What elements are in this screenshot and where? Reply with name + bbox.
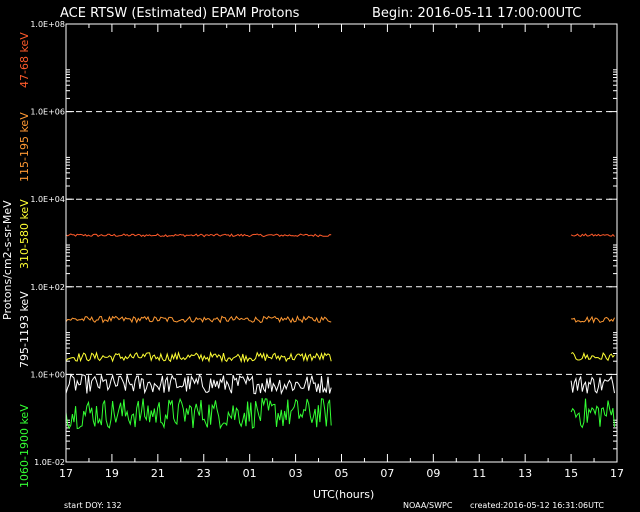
x-tick-label: 21 <box>151 467 165 480</box>
x-tick-label: 17 <box>610 467 624 480</box>
x-axis-label: UTC(hours) <box>313 488 374 501</box>
dashed-gridlines <box>66 111 617 375</box>
x-tick-label: 03 <box>289 467 303 480</box>
chart-title: ACE RTSW (Estimated) EPAM Protons <box>60 6 300 21</box>
series-line <box>65 373 332 396</box>
series-line <box>570 233 615 237</box>
y-tick-label: 1.0E+00 <box>30 370 65 379</box>
series-line <box>570 398 615 429</box>
y-axis-label: Protons/cm2-s-sr-MeV <box>1 200 14 320</box>
series-line <box>65 314 332 324</box>
series-line <box>570 351 615 362</box>
x-tick-label: 17 <box>59 467 73 480</box>
x-tick-label: 07 <box>380 467 394 480</box>
legend-entry: 115-195 keV <box>18 112 31 182</box>
x-tick-label: 15 <box>564 467 578 480</box>
series-line <box>65 233 332 238</box>
legend-entry: 47-68 keV <box>18 32 31 88</box>
x-tick-label: 11 <box>472 467 486 480</box>
energy-legend: 47-68 keV 115-195 keV 310-580 keV 795-1193 … <box>18 32 31 488</box>
plot-frame <box>65 23 618 463</box>
x-tick-labels: 17 19 21 23 01 03 05 07 09 11 13 15 17 <box>59 24 624 480</box>
x-tick-label: 23 <box>197 467 211 480</box>
legend-entry: 310-580 keV <box>18 199 31 269</box>
series-line <box>65 397 332 430</box>
legend-entry: 795-1193 keV <box>18 291 31 368</box>
source-label: NOAA/SWPC <box>403 501 453 510</box>
y-tick-label: 1.0E+08 <box>30 20 65 29</box>
chart-begin-time: Begin: 2016-05-11 17:00:00UTC <box>372 6 581 21</box>
series-line <box>571 315 615 324</box>
series-lines <box>65 233 615 430</box>
start-doy: start DOY: 132 <box>64 501 122 510</box>
x-tick-label: 13 <box>518 467 532 480</box>
y-tick-labels: 1.0E-02 1.0E+00 1.0E+02 1.0E+04 1.0E+06 1.0E+… <box>30 20 617 467</box>
y-tick-label: 1.0E+02 <box>30 283 65 292</box>
x-tick-label: 19 <box>105 467 119 480</box>
legend-entry: 1060-1900 keV <box>18 404 31 488</box>
x-tick-label: 05 <box>335 467 349 480</box>
y-tick-label: 1.0E+04 <box>30 195 65 204</box>
series-line <box>570 375 615 394</box>
created-timestamp: created:2016-05-12 16:31:06UTC <box>470 501 604 510</box>
x-tick-label: 09 <box>426 467 440 480</box>
x-tick-label: 01 <box>243 467 257 480</box>
series-line <box>65 351 332 364</box>
y-tick-label: 1.0E-02 <box>34 458 65 467</box>
y-tick-label: 1.0E+06 <box>30 108 65 117</box>
